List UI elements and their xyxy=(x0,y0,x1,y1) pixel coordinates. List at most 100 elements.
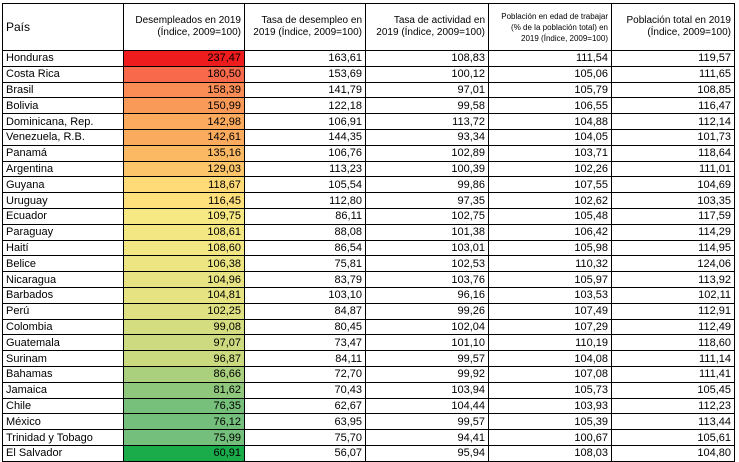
table-row: Perú 102,25 84,87 99,26 107,49 112,91 xyxy=(2,302,735,320)
cell-desempleados: 104,81 xyxy=(123,286,245,304)
cell-poblacion-total: 105,45 xyxy=(611,381,735,399)
cell-pais: Brasil xyxy=(2,81,124,99)
cell-tasa-desempleo: 153,69 xyxy=(244,65,366,83)
cell-pais: Barbados xyxy=(2,286,124,304)
cell-poblacion-total: 116,47 xyxy=(611,97,735,115)
cell-poblacion-edad-trabajar: 107,08 xyxy=(488,365,612,383)
cell-desempleados: 109,75 xyxy=(123,207,245,225)
cell-tasa-desempleo: 56,07 xyxy=(244,444,366,462)
cell-desempleados: 104,96 xyxy=(123,271,245,288)
cell-tasa-actividad: 100,39 xyxy=(365,160,489,178)
cell-poblacion-edad-trabajar: 103,93 xyxy=(488,397,612,415)
cell-tasa-desempleo: 106,91 xyxy=(244,113,366,130)
table-row: Ecuador 109,75 86,11 102,75 105,48 117,59 xyxy=(2,207,735,225)
cell-tasa-desempleo: 70,43 xyxy=(244,381,366,399)
header-poblacion-edad-trabajar: Población en edad de trabajar (% de la p… xyxy=(488,3,612,51)
cell-poblacion-edad-trabajar: 103,53 xyxy=(488,286,612,304)
cell-desempleados: 86,66 xyxy=(123,365,245,383)
table-row: Chile 76,35 62,67 104,44 103,93 112,23 xyxy=(2,397,735,415)
cell-desempleados: 81,62 xyxy=(123,381,245,399)
cell-poblacion-total: 108,85 xyxy=(611,81,735,99)
table-row: Argentina 129,03 113,23 100,39 102,26 111,01 xyxy=(2,160,735,178)
cell-desempleados: 118,67 xyxy=(123,176,245,194)
table-body: Honduras 237,47 163,61 108,83 111,54 119,57 Co… xyxy=(2,50,735,462)
cell-tasa-actividad: 102,75 xyxy=(365,207,489,225)
cell-poblacion-edad-trabajar: 110,32 xyxy=(488,255,612,273)
cell-poblacion-total: 104,69 xyxy=(611,176,735,194)
table-row: Trinidad y Tobago 75,99 75,70 94,41 100,67 10… xyxy=(2,429,735,446)
cell-tasa-desempleo: 163,61 xyxy=(244,50,366,67)
cell-poblacion-total: 111,41 xyxy=(611,365,735,383)
cell-tasa-actividad: 99,92 xyxy=(365,365,489,383)
cell-poblacion-edad-trabajar: 102,62 xyxy=(488,192,612,209)
cell-pais: Argentina xyxy=(2,160,124,178)
cell-tasa-actividad: 101,10 xyxy=(365,334,489,352)
cell-poblacion-total: 119,57 xyxy=(611,50,735,67)
cell-tasa-actividad: 97,35 xyxy=(365,192,489,209)
cell-tasa-actividad: 93,34 xyxy=(365,128,489,146)
cell-tasa-actividad: 99,26 xyxy=(365,302,489,320)
cell-desempleados: 180,50 xyxy=(123,65,245,83)
cell-tasa-actividad: 104,44 xyxy=(365,397,489,415)
cell-poblacion-edad-trabajar: 103,71 xyxy=(488,144,612,162)
cell-poblacion-total: 118,60 xyxy=(611,334,735,352)
cell-poblacion-total: 105,61 xyxy=(611,429,735,446)
cell-poblacion-total: 101,73 xyxy=(611,128,735,146)
cell-desempleados: 158,39 xyxy=(123,81,245,99)
table-row: Brasil 158,39 141,79 97,01 105,79 108,85 xyxy=(2,81,735,99)
cell-tasa-actividad: 103,94 xyxy=(365,381,489,399)
cell-desempleados: 76,35 xyxy=(123,397,245,415)
table-row: Panamá 135,16 106,76 102,89 103,71 118,64 xyxy=(2,144,735,162)
cell-desempleados: 129,03 xyxy=(123,160,245,178)
header-pais: País xyxy=(2,3,124,51)
cell-tasa-actividad: 113,72 xyxy=(365,113,489,130)
table-row: Venezuela, R.B. 142,61 144,35 93,34 104,05 10… xyxy=(2,128,735,146)
table-row: Uruguay 116,45 112,80 97,35 102,62 103,35 xyxy=(2,192,735,209)
cell-tasa-desempleo: 62,67 xyxy=(244,397,366,415)
cell-poblacion-edad-trabajar: 107,55 xyxy=(488,176,612,194)
cell-poblacion-total: 112,23 xyxy=(611,397,735,415)
cell-desempleados: 142,61 xyxy=(123,128,245,146)
cell-pais: Bahamas xyxy=(2,365,124,383)
cell-desempleados: 96,87 xyxy=(123,350,245,367)
cell-poblacion-edad-trabajar: 105,39 xyxy=(488,413,612,431)
table-row: Costa Rica 180,50 153,69 100,12 105,06 111,65 xyxy=(2,65,735,83)
cell-desempleados: 108,61 xyxy=(123,223,245,241)
cell-poblacion-total: 111,65 xyxy=(611,65,735,83)
cell-tasa-desempleo: 88,08 xyxy=(244,223,366,241)
cell-pais: Ecuador xyxy=(2,207,124,225)
cell-poblacion-total: 113,92 xyxy=(611,271,735,288)
cell-poblacion-total: 114,95 xyxy=(611,239,735,257)
cell-tasa-desempleo: 141,79 xyxy=(244,81,366,99)
cell-pais: Colombia xyxy=(2,318,124,336)
cell-pais: Bolivia xyxy=(2,97,124,115)
cell-pais: Jamaica xyxy=(2,381,124,399)
cell-poblacion-total: 117,59 xyxy=(611,207,735,225)
cell-poblacion-edad-trabajar: 106,55 xyxy=(488,97,612,115)
cell-pais: El Salvador xyxy=(2,444,124,462)
table-row: Bahamas 86,66 72,70 99,92 107,08 111,41 xyxy=(2,365,735,383)
cell-tasa-actividad: 99,86 xyxy=(365,176,489,194)
cell-poblacion-total: 111,14 xyxy=(611,350,735,367)
cell-poblacion-edad-trabajar: 105,79 xyxy=(488,81,612,99)
cell-tasa-actividad: 99,57 xyxy=(365,413,489,431)
table-header: País Desempleados en 2019 (Índice, 2009=… xyxy=(2,3,735,51)
cell-poblacion-total: 114,29 xyxy=(611,223,735,241)
cell-poblacion-total: 112,91 xyxy=(611,302,735,320)
cell-poblacion-total: 112,49 xyxy=(611,318,735,336)
cell-poblacion-edad-trabajar: 106,42 xyxy=(488,223,612,241)
cell-tasa-desempleo: 106,76 xyxy=(244,144,366,162)
table-row: Surinam 96,87 84,11 99,57 104,08 111,14 xyxy=(2,350,735,367)
cell-tasa-desempleo: 113,23 xyxy=(244,160,366,178)
cell-desempleados: 99,08 xyxy=(123,318,245,336)
cell-tasa-desempleo: 112,80 xyxy=(244,192,366,209)
cell-pais: Guyana xyxy=(2,176,124,194)
cell-pais: Guatemala xyxy=(2,334,124,352)
cell-tasa-actividad: 103,76 xyxy=(365,271,489,288)
cell-desempleados: 150,99 xyxy=(123,97,245,115)
cell-poblacion-edad-trabajar: 102,26 xyxy=(488,160,612,178)
cell-tasa-actividad: 101,38 xyxy=(365,223,489,241)
cell-tasa-desempleo: 103,10 xyxy=(244,286,366,304)
table-row: Honduras 237,47 163,61 108,83 111,54 119,57 xyxy=(2,50,735,67)
cell-poblacion-edad-trabajar: 105,73 xyxy=(488,381,612,399)
